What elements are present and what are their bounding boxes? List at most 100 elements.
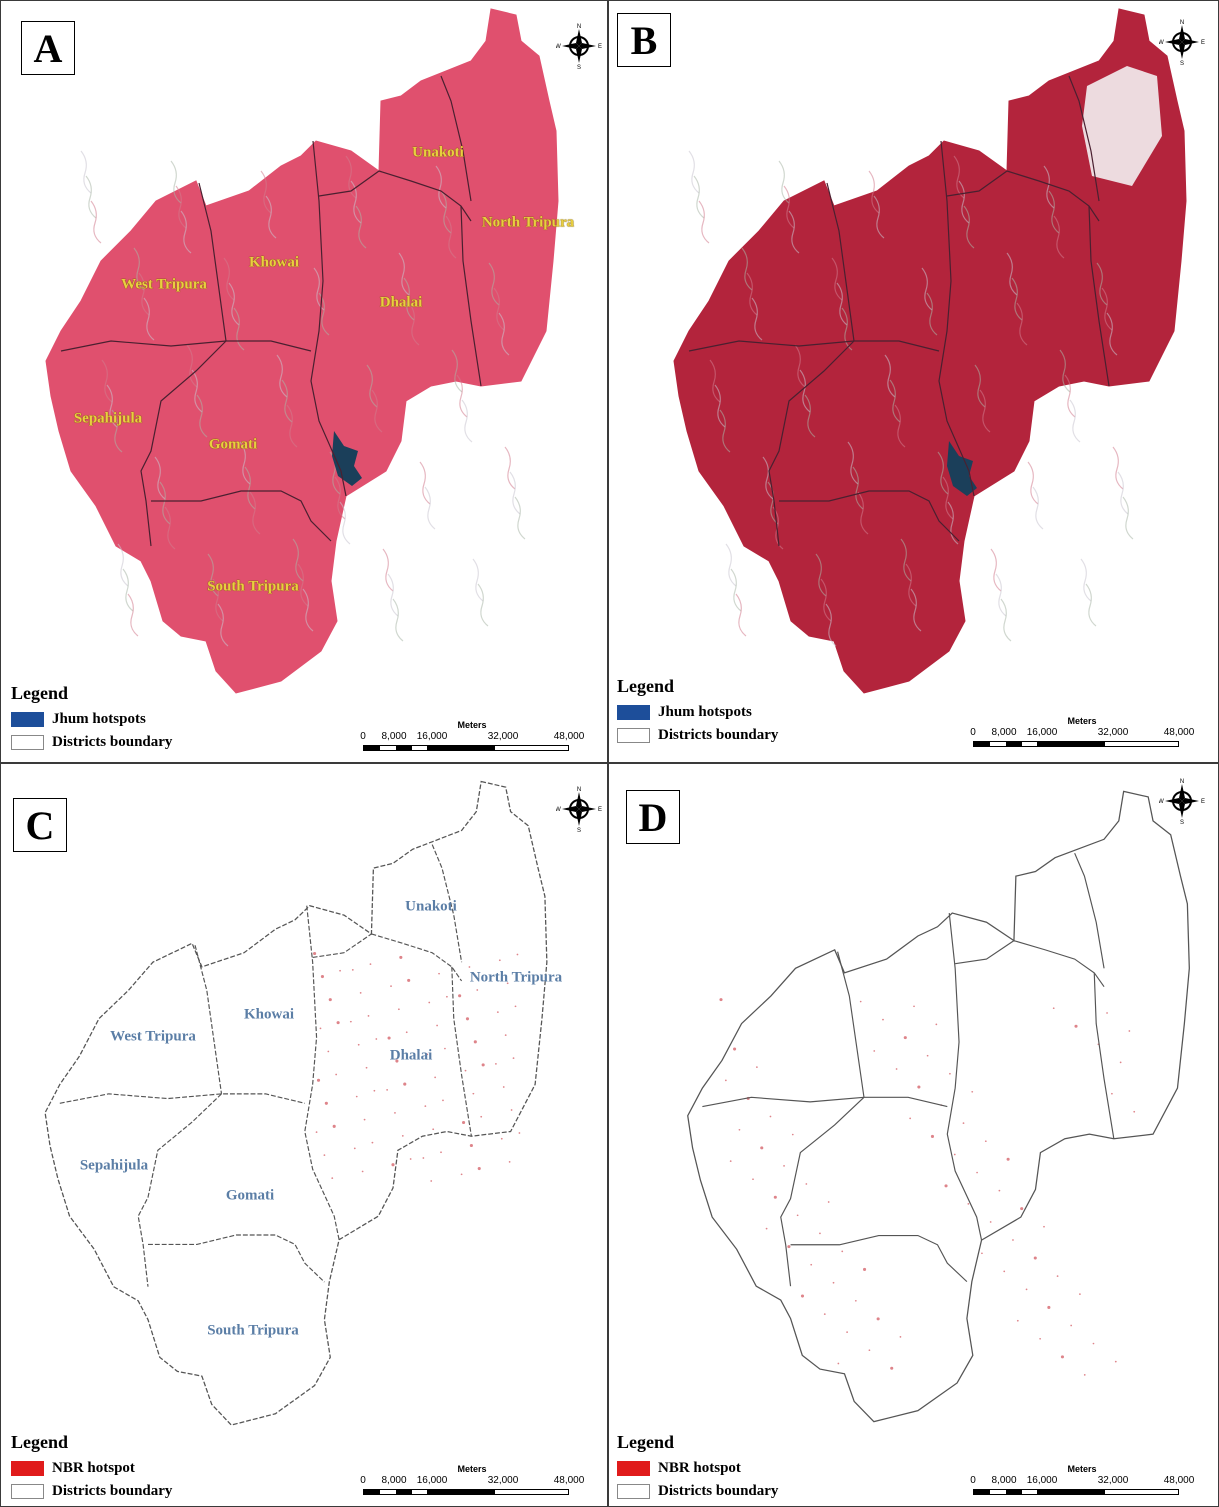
terrain-texture [820, 578, 832, 622]
legend-item: Districts boundary [617, 1480, 778, 1503]
scale-tick-label: 48,000 [553, 1475, 585, 1486]
scale-segment [1005, 1490, 1022, 1494]
terrain-texture [974, 364, 986, 408]
terrain-texture [804, 394, 816, 438]
legend-swatch [617, 1484, 650, 1499]
terrain-texture [233, 307, 245, 351]
nbr-hotspot-speck [473, 1040, 477, 1044]
jhum-hotspot [332, 431, 362, 486]
nbr-hotspot-speck [719, 998, 723, 1002]
nbr-hotspot-speck [796, 1214, 799, 1217]
nbr-hotspot-speck [424, 1105, 427, 1108]
terrain-texture [857, 491, 869, 535]
scale-segment [494, 1490, 568, 1494]
nbr-hotspot-speck [331, 1177, 334, 1180]
district-boundary [140, 340, 227, 547]
terrain-texture [709, 359, 721, 403]
terrain-texture [392, 598, 404, 642]
north-arrow-icon: N S W E [1159, 20, 1205, 65]
terrain-texture [345, 155, 357, 199]
compass-letter: S [577, 828, 581, 832]
nbr-hotspot-speck [518, 1132, 521, 1134]
nbr-hotspot-speck [1111, 1092, 1113, 1095]
terrain-texture [191, 369, 203, 413]
terrain-texture [488, 262, 500, 306]
nbr-hotspot-speck [313, 951, 317, 956]
nbr-hotspot-speck [984, 1140, 987, 1143]
terrain-texture [207, 553, 219, 597]
legend-label: Districts boundary [658, 727, 779, 743]
nbr-hotspot-speck [401, 1135, 404, 1137]
terrain-texture [725, 543, 737, 587]
terrain-texture [472, 558, 484, 602]
nbr-hotspot-speck [944, 1184, 948, 1188]
nbr-hotspot-speck [1047, 1305, 1051, 1309]
nbr-hotspot-speck [909, 1117, 912, 1120]
nbr-hotspot-speck [949, 1072, 951, 1075]
nbr-hotspot-speck [434, 1076, 437, 1079]
nbr-hotspot-speck [989, 1221, 992, 1223]
terrain-texture [825, 603, 837, 647]
nbr-hotspot-speck [823, 1313, 826, 1315]
terrain-texture [894, 404, 906, 448]
district-label-gomati: Gomati [225, 1187, 275, 1204]
compass-letter: W [556, 44, 561, 50]
nbr-hotspot-speck [363, 1118, 366, 1121]
nbr-hotspot-speck [724, 1079, 727, 1082]
nbr-hotspot-speck [962, 1122, 965, 1125]
nbr-hotspot-speck [476, 989, 479, 991]
scale-bar: Meters 0 8,000 16,000 32,000 48,000 [357, 720, 587, 760]
nbr-hotspot-speck [432, 1128, 435, 1131]
scale-segment [1104, 742, 1178, 746]
terrain-texture [794, 344, 806, 388]
nbr-hotspot-speck [903, 1036, 907, 1040]
district-boundary [702, 1096, 948, 1108]
nbr-hotspot-speck [752, 1178, 754, 1181]
terrain-texture [836, 282, 848, 326]
terrain-texture [424, 486, 436, 530]
terrain-texture [122, 568, 134, 612]
nbr-hotspot-speck [1119, 1061, 1122, 1064]
nbr-hotspot-speck [438, 972, 440, 975]
terrain-texture [1053, 215, 1065, 259]
nbr-hotspot-speck [504, 1034, 507, 1036]
terrain-texture [1048, 190, 1060, 234]
nbr-hotspot-speck [1070, 1324, 1073, 1327]
terrain-texture [1096, 262, 1108, 306]
terrain-texture [1016, 302, 1028, 346]
nbr-hotspot-speck [913, 1005, 915, 1008]
terrain-texture [1122, 496, 1134, 540]
legend-label: Districts boundary [52, 1483, 173, 1499]
nbr-hotspot-speck [976, 1171, 978, 1174]
nbr-hotspot-speck [355, 1095, 358, 1098]
nbr-hotspot-speck [458, 994, 462, 998]
district-boundary [151, 490, 332, 542]
terrain-texture [762, 456, 774, 500]
legend-item: Districts boundary [11, 731, 172, 754]
terrain-texture [1080, 558, 1092, 602]
district-boundary [194, 945, 223, 1094]
terrain-texture [1112, 446, 1124, 490]
district-boundary [310, 140, 347, 497]
panel-letter: A [21, 21, 75, 75]
terrain-texture [799, 369, 811, 413]
scale-segment [379, 746, 396, 750]
nbr-hotspot-speck [1079, 1293, 1081, 1296]
terrain-texture [688, 150, 700, 194]
nbr-hotspot-speck [981, 1252, 983, 1255]
scale-bar-segments [363, 745, 569, 751]
nbr-hotspot-speck [1016, 1319, 1019, 1322]
district-label-south-tripura: South Tripura [207, 1322, 299, 1339]
nbr-hotspot-speck [428, 1001, 431, 1004]
terrain-texture [1101, 287, 1113, 331]
nbr-hotspot-speck [1114, 1360, 1117, 1363]
nbr-hotspot-speck [446, 995, 448, 998]
legend-swatch [11, 712, 44, 727]
terrain-texture [350, 180, 362, 224]
terrain-texture [276, 354, 288, 398]
terrain-texture [963, 205, 975, 249]
legend-title: Legend [11, 683, 69, 703]
scale-tick-label: 8,000 [381, 731, 407, 742]
nbr-hotspot-speck [873, 1050, 876, 1052]
terrain-texture [239, 441, 251, 485]
